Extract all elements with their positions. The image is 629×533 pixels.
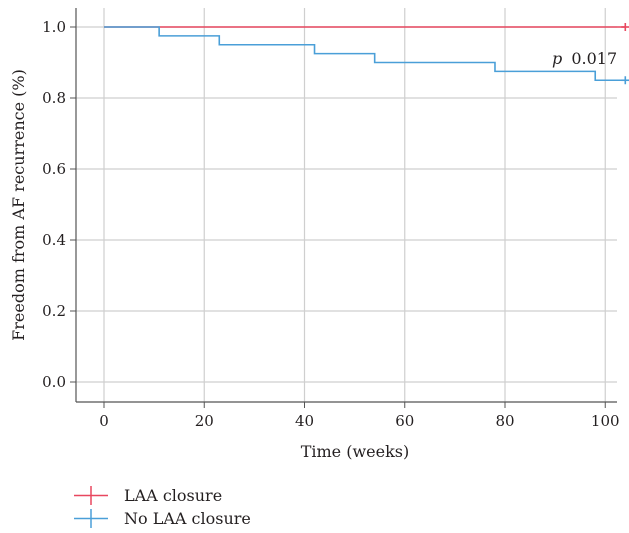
series-layer bbox=[104, 23, 629, 85]
y-axis-label: Freedom from AF recurrence (%) bbox=[9, 69, 28, 341]
axes bbox=[70, 8, 617, 408]
x-tick-label: 0 bbox=[99, 412, 109, 430]
y-tick-label: 0.6 bbox=[42, 160, 66, 178]
legend-item-no-laa-closure: No LAA closure bbox=[74, 507, 251, 530]
grid bbox=[76, 8, 617, 402]
legend-label-laa-closure: LAA closure bbox=[124, 486, 223, 505]
p-value-annotation: p 0.017 bbox=[552, 49, 617, 68]
x-tick-label: 20 bbox=[195, 412, 214, 430]
y-tick-label: 0.8 bbox=[42, 89, 66, 107]
y-tick-label: 0.2 bbox=[42, 302, 66, 320]
p-value-number: 0.017 bbox=[571, 49, 617, 68]
x-tick-label: 40 bbox=[295, 412, 314, 430]
y-tick-label: 1.0 bbox=[42, 18, 66, 36]
legend-swatch-laa-closure bbox=[74, 486, 108, 505]
legend-item-laa-closure: LAA closure bbox=[74, 484, 251, 507]
x-axis-label: Time (weeks) bbox=[301, 442, 410, 461]
x-tick-label: 80 bbox=[495, 412, 514, 430]
tick-labels: 0204060801001200.00.20.40.60.81.0 bbox=[42, 18, 620, 430]
x-tick-label: 60 bbox=[395, 412, 414, 430]
legend: LAA closure No LAA closure bbox=[74, 484, 251, 530]
x-tick-label: 100 bbox=[591, 412, 620, 430]
y-tick-label: 0.0 bbox=[42, 373, 66, 391]
p-value-symbol: p bbox=[552, 49, 562, 68]
legend-label-no-laa-closure: No LAA closure bbox=[124, 509, 251, 528]
series-line-no-laa-closure bbox=[104, 26, 626, 82]
legend-swatch-no-laa-closure bbox=[74, 509, 108, 528]
y-tick-label: 0.4 bbox=[42, 231, 66, 249]
